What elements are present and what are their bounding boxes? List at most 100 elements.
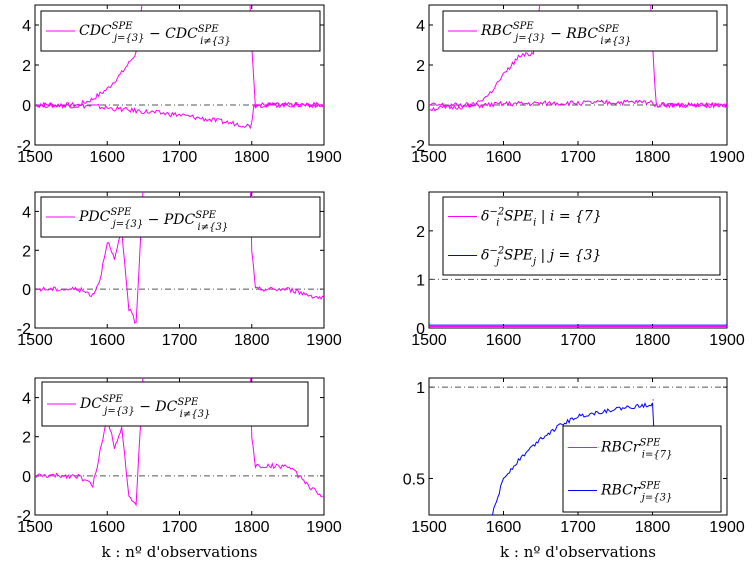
legend-label: RBCrSPE j={3} — [600, 481, 672, 504]
x-tick-label: 1600 — [89, 149, 125, 166]
x-tick-label: 1800 — [635, 149, 671, 166]
plot-area — [429, 386, 727, 515]
legend-label: δ−2 i SPEi | i = {7} — [481, 207, 602, 229]
x-tick-label: 1800 — [234, 149, 270, 166]
legend-part: −2 — [489, 246, 504, 257]
y-tick-label: 1 — [416, 272, 425, 289]
legend-sub: i≠{3} — [200, 36, 231, 47]
legend-part: SPE — [499, 209, 533, 225]
x-tick-label: 1800 — [635, 519, 671, 536]
legend-part: RBCr — [600, 483, 641, 499]
legend-part: − RBC — [546, 26, 599, 42]
series-line-2 — [35, 101, 324, 130]
y-tick-label: 2 — [22, 243, 31, 260]
legend: DCSPE j={3} − DCSPE i≠{3} — [41, 381, 309, 427]
legend-part: i — [496, 218, 499, 229]
legend-sup: SPE — [513, 21, 535, 32]
legend-sup: SPE — [102, 394, 124, 405]
subplot-cdc: 1500 1600 1700 1800 1900 -2 0 2 4 CDCSPE j={3} − C… — [17, 4, 342, 166]
x-tick-label: 1800 — [234, 332, 270, 349]
x-tick-label: 1600 — [486, 332, 522, 349]
x-tick-label: 1500 — [411, 519, 447, 536]
legend-part: SPE — [499, 248, 533, 264]
legend-box — [40, 10, 321, 52]
plot-area — [35, 378, 324, 507]
legend-box — [562, 425, 722, 513]
x-tick-label: 1700 — [162, 519, 198, 536]
legend-sup: SPE — [198, 24, 220, 35]
y-tick-label: 4 — [416, 18, 425, 35]
x-axis-label: k : nº d'observations — [500, 543, 656, 561]
y-tick-label: 2 — [416, 224, 425, 241]
x-tick-label: 1500 — [17, 332, 53, 349]
plot-area — [429, 5, 727, 112]
series-line-1 — [35, 378, 324, 507]
legend-sup: SPE — [640, 438, 662, 449]
x-tick-label: 1800 — [635, 332, 671, 349]
x-tick-label: 1600 — [486, 149, 522, 166]
y-tick-label: 1 — [416, 380, 425, 397]
y-tick-label: 0 — [22, 469, 31, 486]
plot-area — [35, 5, 324, 130]
x-tick-label: 1700 — [560, 332, 596, 349]
x-tick-label: 1700 — [162, 332, 198, 349]
x-tick-label: 1700 — [162, 149, 198, 166]
legend-part: CDC — [79, 23, 112, 39]
x-tick-label: 1700 — [560, 519, 596, 536]
legend-part: | i = {7} — [536, 209, 601, 225]
legend-part: DC — [79, 396, 102, 412]
legend-label: DCSPE j={3} − DCSPE i≠{3} — [79, 394, 210, 420]
x-tick-label: 1500 — [17, 149, 53, 166]
legend-sup: SPE — [177, 397, 199, 408]
legend-sup: SPE — [110, 207, 132, 218]
x-tick-label: 1600 — [486, 519, 522, 536]
plot-area — [35, 192, 324, 324]
y-tick-label: 0 — [22, 98, 31, 115]
x-tick-label: 1500 — [411, 149, 447, 166]
legend-sub: j={3} — [102, 406, 135, 417]
legend-label: PDCSPE j={3} − PDCSPE i≠{3} — [78, 207, 228, 233]
y-tick-label: 0 — [416, 321, 425, 338]
legend-part: δ — [481, 248, 489, 264]
legend: RBCSPE j={3} − RBCSPE i≠{3} — [442, 10, 718, 52]
y-tick-label: 4 — [22, 18, 31, 35]
legend-part: j — [531, 257, 536, 268]
legend-box — [442, 196, 721, 276]
legend: CDCSPE j={3} − CDCSPE i≠{3} — [40, 10, 321, 52]
y-tick-label: 2 — [22, 58, 31, 75]
legend: δ−2 i SPEi | i = {7}δ−2 j SPEj | j = {3} — [442, 196, 721, 276]
plot-area — [429, 278, 727, 327]
legend-part: RBCr — [600, 440, 641, 456]
legend-label: CDCSPE j={3} − CDCSPE i≠{3} — [79, 21, 231, 47]
legend-sub: i≠{3} — [600, 36, 631, 47]
legend-sup: SPE — [112, 21, 134, 32]
legend-label: RBCrSPE i={7} — [600, 438, 672, 461]
y-tick-label: 4 — [22, 391, 31, 408]
series-line-2 — [429, 99, 727, 112]
legend-sub: j={3} — [640, 493, 673, 504]
legend-part: − PDC — [143, 212, 195, 228]
x-tick-label: 1900 — [306, 149, 342, 166]
x-tick-label: 1800 — [234, 519, 270, 536]
legend-box — [41, 381, 309, 427]
legend-part: j — [494, 257, 499, 268]
legend-sup: SPE — [598, 24, 620, 35]
y-tick-label: -2 — [411, 138, 425, 155]
y-tick-label: 0 — [416, 98, 425, 115]
legend-part: − DC — [135, 399, 178, 415]
y-tick-label: -2 — [17, 321, 31, 338]
y-tick-label: 0 — [22, 282, 31, 299]
x-tick-label: 1500 — [411, 332, 447, 349]
x-tick-label: 1600 — [89, 519, 125, 536]
legend-sub: j={3} — [111, 219, 144, 230]
y-tick-label: -2 — [17, 138, 31, 155]
series-line-1 — [35, 192, 324, 324]
y-tick-label: 2 — [22, 430, 31, 447]
legend-sup: SPE — [195, 210, 217, 221]
x-tick-label: 1500 — [17, 519, 53, 536]
legend-part: PDC — [78, 209, 111, 225]
series-line-2 — [492, 402, 655, 515]
